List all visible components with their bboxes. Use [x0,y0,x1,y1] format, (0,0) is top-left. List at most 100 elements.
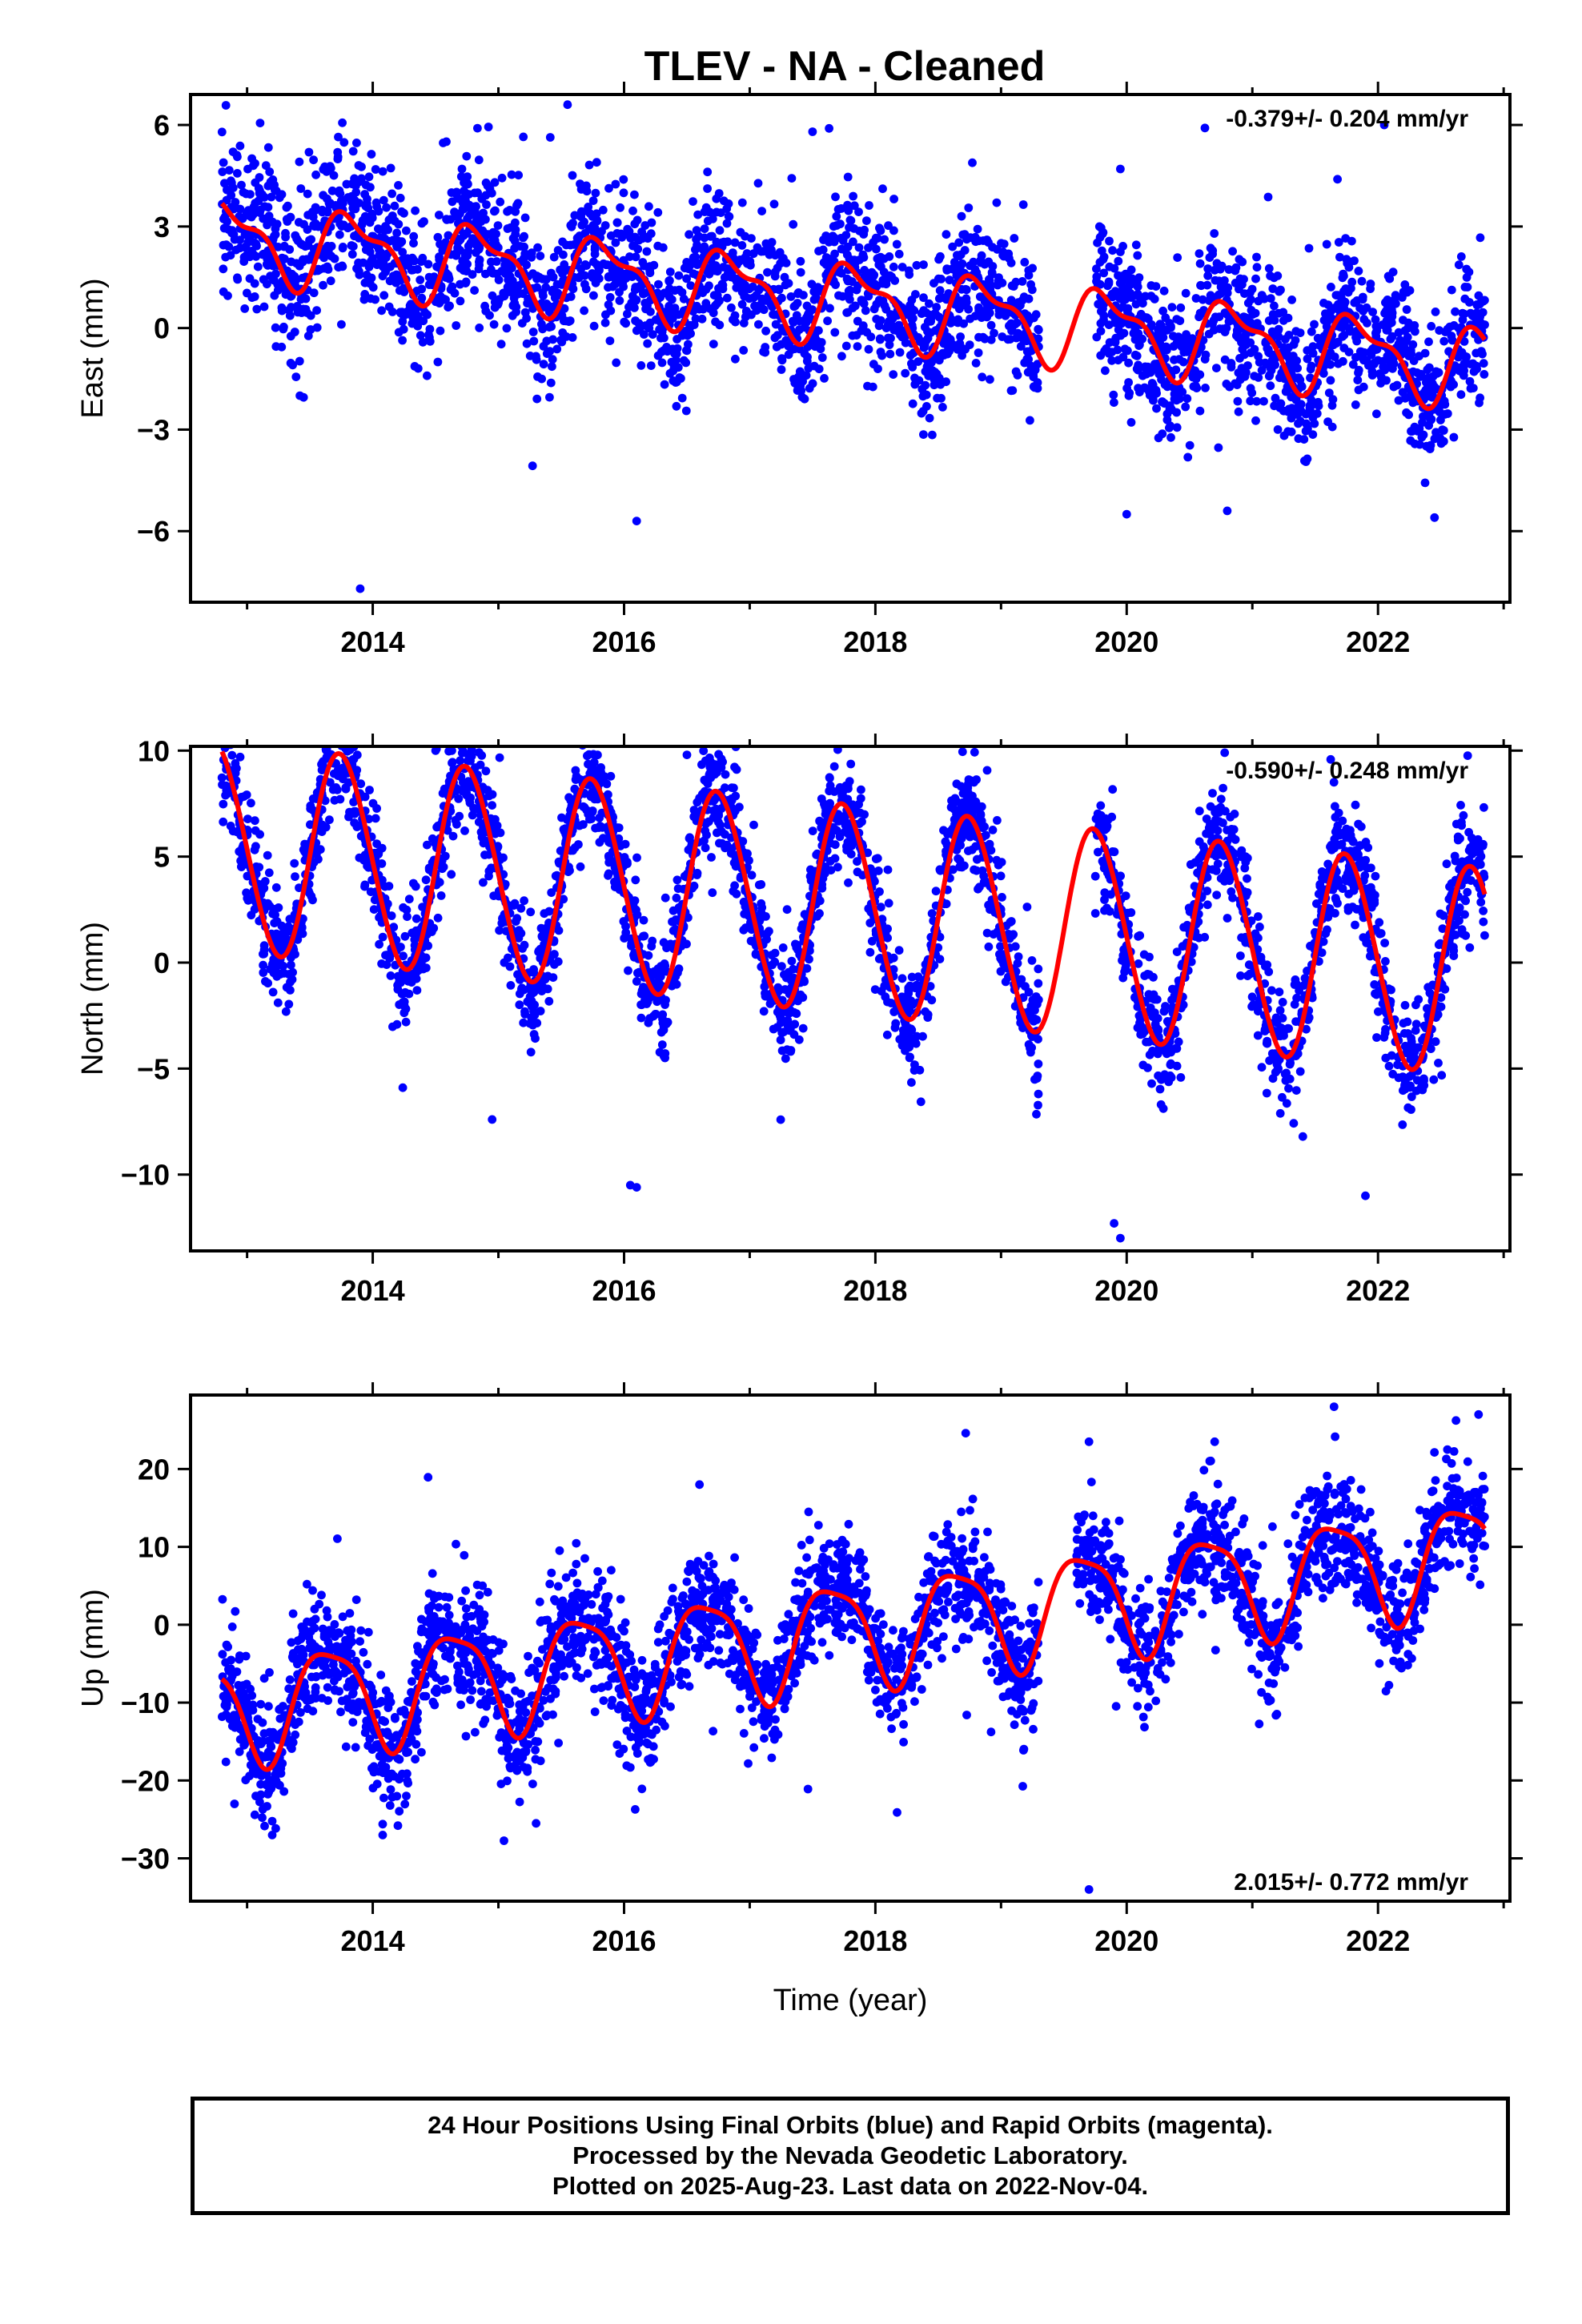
data-point [470,286,479,295]
data-point [448,282,457,292]
data-point [1408,340,1418,349]
data-point [1385,319,1395,328]
data-point [971,359,981,368]
data-point [1414,995,1423,1004]
data-point [460,186,468,195]
data-point [787,956,797,966]
data-point [852,285,861,295]
data-point [569,240,579,249]
data-point [1386,335,1395,344]
data-point [410,362,420,371]
data-point [769,310,777,319]
data-point [829,222,838,231]
data-point [378,54,387,62]
data-point [381,265,391,275]
data-point [1291,1086,1301,1095]
data-point [1252,263,1262,272]
data-point [589,291,598,300]
data-point [1459,810,1468,820]
data-point [1375,918,1384,927]
data-point [292,234,301,243]
data-point [875,334,885,344]
data-point [1474,291,1484,300]
data-point [450,288,460,298]
data-point [1099,268,1109,278]
data-point [312,323,322,332]
data-point [1372,322,1382,332]
data-point [717,208,725,217]
data-point [1018,277,1027,286]
data-point [1247,284,1257,294]
data-point [379,291,389,300]
data-point [574,273,584,283]
data-point [435,255,444,264]
data-point [1195,370,1205,380]
data-point [935,955,945,963]
data-point [913,357,923,366]
data-point [504,259,514,268]
data-point [1321,309,1330,318]
data-point [387,911,396,920]
data-point [1457,348,1467,357]
data-point [255,186,264,195]
data-point [303,189,312,199]
data-point [624,227,634,236]
data-point [490,207,499,216]
data-point [1329,340,1338,350]
data-point [999,239,1009,248]
data-point [242,251,251,260]
data-point [1268,284,1278,293]
data-point [860,225,869,235]
data-point [889,325,899,335]
data-point [281,1007,291,1016]
data-point [883,320,893,330]
data-point [337,320,346,329]
data-point [1095,258,1105,267]
data-point [836,219,845,229]
data-point [565,316,575,325]
data-point [243,238,253,247]
data-point [872,300,881,309]
data-point [1334,238,1343,247]
data-point [387,214,396,223]
data-point [1427,379,1437,388]
data-point [825,774,834,782]
data-point [233,169,242,178]
data-point [245,274,255,283]
data-point [1403,332,1412,342]
data-point [485,311,494,320]
data-point [1447,285,1456,295]
data-point [585,209,595,218]
data-point [436,891,446,900]
data-point [777,365,786,374]
data-point [1024,294,1034,304]
data-point [484,123,493,131]
data-point [793,299,802,308]
figure-title: TLEV - NA - Cleaned [644,43,1046,90]
data-point [681,406,691,416]
data-point [1463,283,1472,292]
data-point [1010,942,1020,951]
data-point [853,342,862,351]
data-point [1034,1059,1043,1068]
data-point [917,309,926,318]
data-point [1016,1018,1026,1027]
data-point [1419,412,1427,421]
data-point [1354,267,1363,275]
data-point [612,229,622,238]
data-point [1424,443,1434,452]
data-point [589,257,598,267]
data-point [1385,274,1395,283]
data-point [291,872,299,881]
data-point [1427,322,1436,331]
data-point [229,230,239,239]
data-point [219,799,228,809]
data-point [1023,311,1032,320]
data-point [447,870,456,879]
data-point [490,178,500,187]
data-point [338,725,347,734]
data-point [1034,334,1043,344]
data-point [444,272,453,282]
data-point [805,384,814,393]
data-point [620,934,629,943]
